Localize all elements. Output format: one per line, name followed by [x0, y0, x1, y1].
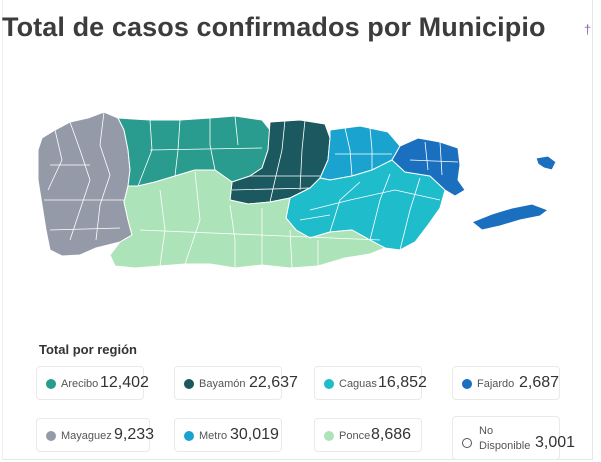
- legend-item-fajardo[interactable]: Fajardo 2,687: [452, 366, 560, 400]
- legend-label: Ponce: [339, 430, 371, 442]
- legend-value: 3,001: [535, 434, 576, 451]
- legend-swatch: [184, 431, 194, 441]
- legend-label: No Disponible: [479, 425, 531, 452]
- region-mayaguez[interactable]: [37, 111, 133, 257]
- legend-swatch: [46, 431, 56, 441]
- legend-value: 2,687: [519, 374, 560, 391]
- footnote-mark[interactable]: †: [584, 22, 592, 37]
- vieques-island[interactable]: [471, 203, 549, 231]
- page-title: Total de casos confirmados por Municipio: [2, 12, 546, 42]
- legend-value: 9,233: [114, 426, 155, 443]
- legend-swatch: [324, 431, 334, 441]
- legend-value: 22,637: [249, 374, 298, 391]
- legend-swatch: [462, 438, 472, 448]
- legend-label: Caguas: [339, 378, 377, 390]
- legend-item-mayaguez[interactable]: Mayaguez 9,233: [36, 418, 154, 452]
- legend-item-bayamon[interactable]: Bayamón 22,637: [174, 366, 298, 400]
- legend-swatch: [324, 379, 334, 389]
- legend-item-ponce[interactable]: Ponce 8,686: [314, 418, 422, 452]
- puerto-rico-map: [37, 111, 557, 269]
- legend-label: Mayaguez: [61, 430, 112, 442]
- culebra-island[interactable]: [535, 155, 557, 171]
- legend-value: 30,019: [230, 426, 279, 443]
- legend-value: 8,686: [371, 426, 412, 443]
- municipal-boundaries: [44, 111, 459, 269]
- region-ponce[interactable]: [109, 169, 386, 269]
- legend-item-no-disponible[interactable]: No Disponible 3,001: [452, 416, 575, 460]
- legend-swatch: [46, 379, 56, 389]
- legend-label: Metro: [199, 430, 228, 442]
- legend-item-caguas[interactable]: Caguas 16,852: [314, 366, 427, 400]
- legend-label: Bayamón: [199, 378, 246, 390]
- map-card: [2, 0, 593, 460]
- legend-value: 12,402: [100, 374, 149, 391]
- legend-item-arecibo[interactable]: Arecibo 12,402: [36, 366, 149, 400]
- legend-swatch: [462, 379, 472, 389]
- legend-label: Arecibo: [61, 378, 99, 390]
- legend-value: 16,852: [378, 374, 427, 391]
- legend-label: Fajardo: [477, 378, 515, 390]
- legend-item-metro[interactable]: Metro 30,019: [174, 418, 282, 452]
- legend-title: Total por región: [39, 342, 137, 357]
- legend-swatch: [184, 379, 194, 389]
